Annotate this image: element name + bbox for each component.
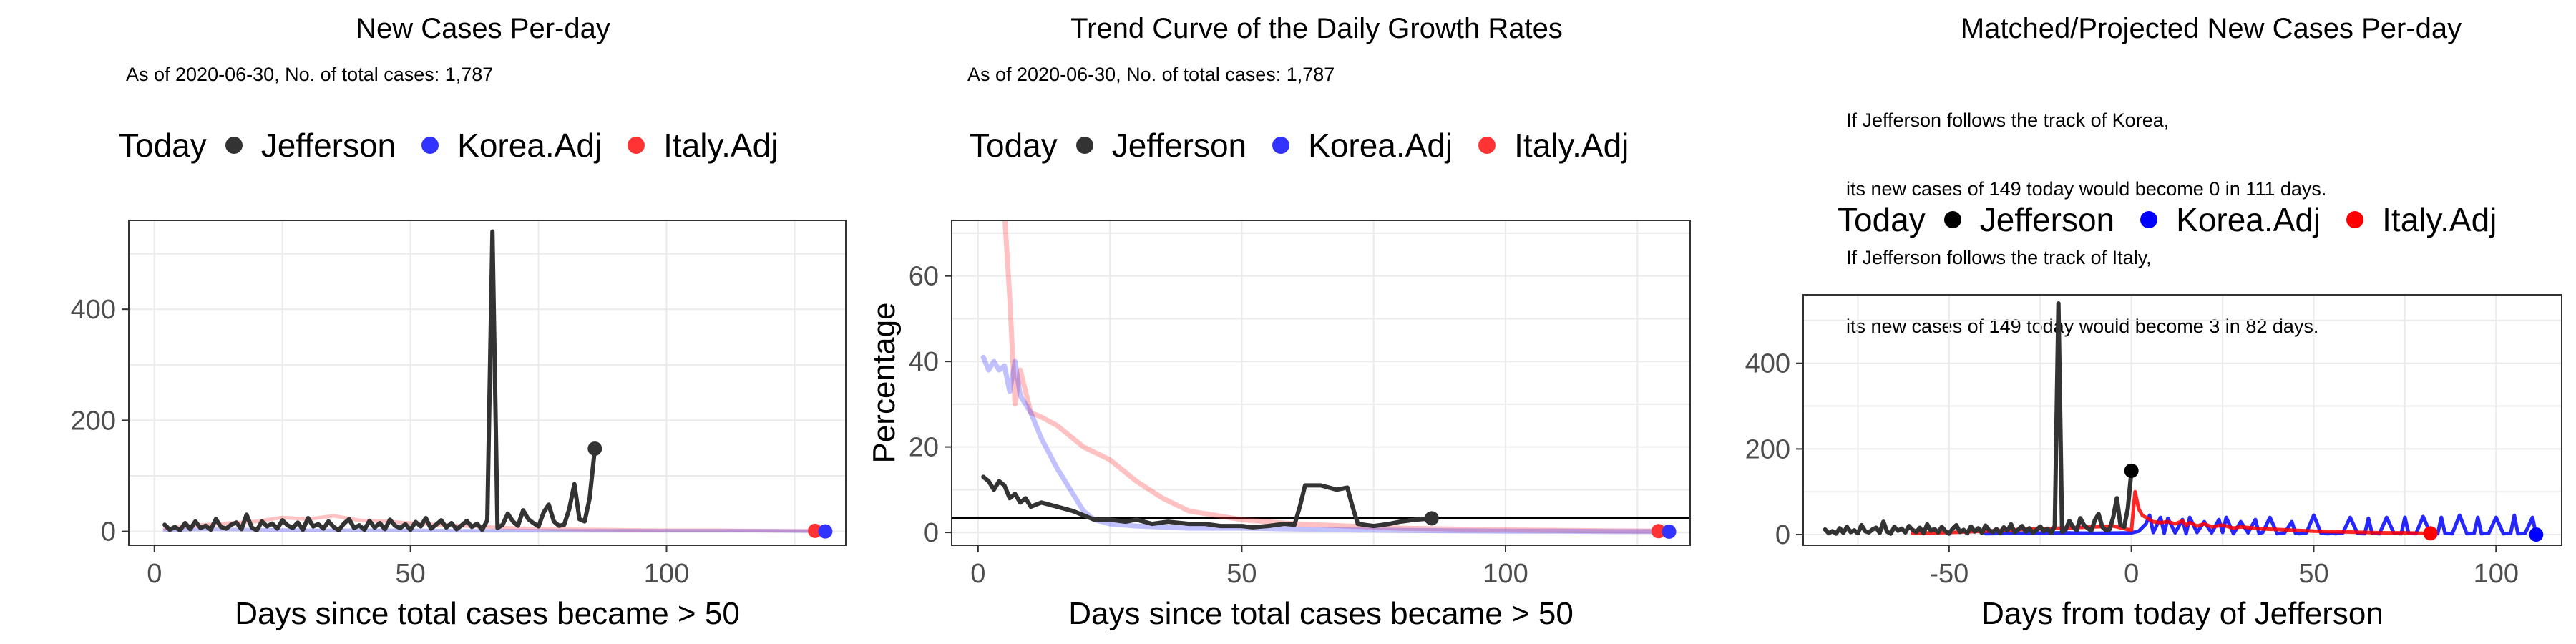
legend-dot <box>225 137 243 154</box>
plot-border <box>1802 294 2562 546</box>
series-line-korea-adj <box>980 354 1672 535</box>
legend: Today Jefferson Korea.Adj Italy.Adj <box>1838 200 2522 239</box>
x-axis-label: Days since total cases became > 50 <box>1068 596 1574 631</box>
subtitle-line: its new cases of 149 today would become … <box>1846 178 2327 200</box>
legend-dot <box>2140 211 2158 228</box>
y-tick-label: 200 <box>71 406 116 436</box>
legend-dot <box>628 137 645 154</box>
legend-item-korea: Korea.Adj <box>421 126 602 165</box>
x-tick-label: 0 <box>970 559 985 589</box>
legend-dot <box>1478 137 1496 154</box>
legend-title: Today <box>970 127 1058 164</box>
legend-label: Korea.Adj <box>457 127 602 164</box>
legend-label: Jefferson <box>260 127 396 164</box>
series-line-jefferson <box>1823 301 2134 536</box>
today-point-jefferson <box>587 441 602 456</box>
y-tick-label: 400 <box>71 295 116 325</box>
x-axis-label: Days from today of Jefferson <box>1981 596 2384 631</box>
y-tick-label: 0 <box>1775 520 1790 550</box>
plot-area: -50 0 50 100 0 200 400 Days from today of Jeffe… <box>1745 294 2562 631</box>
plot-area: 0 50 100 0 20 40 60 Days since total cases beca… <box>867 220 1691 631</box>
x-axis-label: Days since total cases became > 50 <box>235 596 740 631</box>
legend-dot <box>1075 137 1093 154</box>
y-tick-label: 0 <box>924 518 939 548</box>
series-line-korea-adj <box>162 527 827 534</box>
x-tick-label: 50 <box>396 559 426 589</box>
series-group <box>162 229 827 534</box>
legend-dot <box>2346 211 2364 228</box>
today-point-italy-adj <box>808 523 823 538</box>
series-line-jefferson <box>162 229 597 532</box>
chart-title: New Cases Per-day <box>356 13 610 44</box>
today-point-italy-adj <box>1651 524 1666 539</box>
legend-label: Italy.Adj <box>2382 201 2497 238</box>
plot-area: 0 50 100 0 200 400 Days since total cases beca… <box>71 220 847 631</box>
chart-content: 0 50 100 0 200 400 <box>71 220 846 589</box>
y-tick-label: 200 <box>1745 434 1790 464</box>
legend-item-italy: Italy.Adj <box>2346 200 2497 239</box>
legend-item-korea: Korea.Adj <box>1272 126 1453 165</box>
legend-title: Today <box>119 127 207 164</box>
legend-label: Jefferson <box>1111 127 1247 164</box>
series-line-italy-adj <box>1002 220 1662 534</box>
y-tick-label: 400 <box>1745 349 1790 379</box>
today-point-italy-adj <box>2423 526 2438 541</box>
x-tick-label: 100 <box>1483 559 1528 589</box>
x-tick-label: 0 <box>147 559 162 589</box>
chart-subtitle: As of 2020-06-30, No. of total cases: 1,… <box>126 64 494 85</box>
legend-label: Korea.Adj <box>2176 201 2321 238</box>
legend-dot <box>1272 137 1290 154</box>
x-tick-label: 50 <box>1226 559 1257 589</box>
series-group <box>952 220 1690 535</box>
legend-item-italy: Italy.Adj <box>628 126 778 165</box>
legend: Today Jefferson Korea.Adj Italy.Adj <box>119 126 804 165</box>
panel-growth-rates: Trend Curve of the Daily Growth Rates As… <box>859 0 1732 644</box>
chart-title: Trend Curve of the Daily Growth Rates <box>1070 13 1563 44</box>
panel-new-cases: New Cases Per-day As of 2020-06-30, No. … <box>0 0 859 644</box>
today-point-jefferson <box>2124 463 2139 478</box>
chart-content: 0 50 100 0 20 40 60 <box>909 220 1690 589</box>
legend-item-korea: Korea.Adj <box>2140 200 2321 239</box>
legend-item-italy: Italy.Adj <box>1478 126 1629 165</box>
series-line-jefferson <box>981 474 1434 530</box>
x-tick-label: 100 <box>2474 559 2519 589</box>
legend-label: Jefferson <box>1979 201 2115 238</box>
chart-title: Matched/Projected New Cases Per-day <box>1960 13 2462 44</box>
y-tick-label: 60 <box>909 262 939 292</box>
legend-item-jefferson: Jefferson <box>1075 126 1247 165</box>
today-point-korea-adj <box>2529 527 2544 542</box>
x-tick-label: 0 <box>2124 559 2139 589</box>
x-tick-label: 50 <box>2298 559 2328 589</box>
legend-label: Korea.Adj <box>1308 127 1453 164</box>
chart-subtitle: As of 2020-06-30, No. of total cases: 1,… <box>967 64 1335 85</box>
legend-item-jefferson: Jefferson <box>225 126 396 165</box>
x-tick-label: 100 <box>644 559 689 589</box>
subtitle-line: If Jefferson follows the track of Korea, <box>1846 109 2170 131</box>
y-tick-label: 40 <box>909 347 939 377</box>
legend-dot <box>1943 211 1961 228</box>
legend-dot <box>421 137 439 154</box>
series-group <box>1823 301 2538 537</box>
plot-border <box>951 220 1691 546</box>
series-line-italy-adj <box>1911 489 2432 535</box>
legend-item-jefferson: Jefferson <box>1943 200 2115 239</box>
chart-subtitle: If Jefferson follows the track of Korea,… <box>1846 63 2326 384</box>
y-tick-label: 20 <box>909 433 939 463</box>
x-tick-label: -50 <box>1929 559 1968 589</box>
y-axis-label: Percentage <box>867 302 902 463</box>
legend-label: Italy.Adj <box>663 127 779 164</box>
today-point-korea-adj <box>818 524 833 539</box>
panel-projected: Matched/Projected New Cases Per-day If J… <box>1732 0 2576 644</box>
today-point-korea-adj <box>1662 524 1677 539</box>
legend-title: Today <box>1838 201 1926 238</box>
legend: Today Jefferson Korea.Adj Italy.Adj <box>970 126 1654 165</box>
subtitle-line: If Jefferson follows the track of Italy, <box>1846 247 2152 268</box>
y-tick-label: 0 <box>101 517 116 547</box>
plot-border <box>128 220 847 546</box>
legend-label: Italy.Adj <box>1514 127 1629 164</box>
today-point-jefferson <box>1424 511 1439 526</box>
